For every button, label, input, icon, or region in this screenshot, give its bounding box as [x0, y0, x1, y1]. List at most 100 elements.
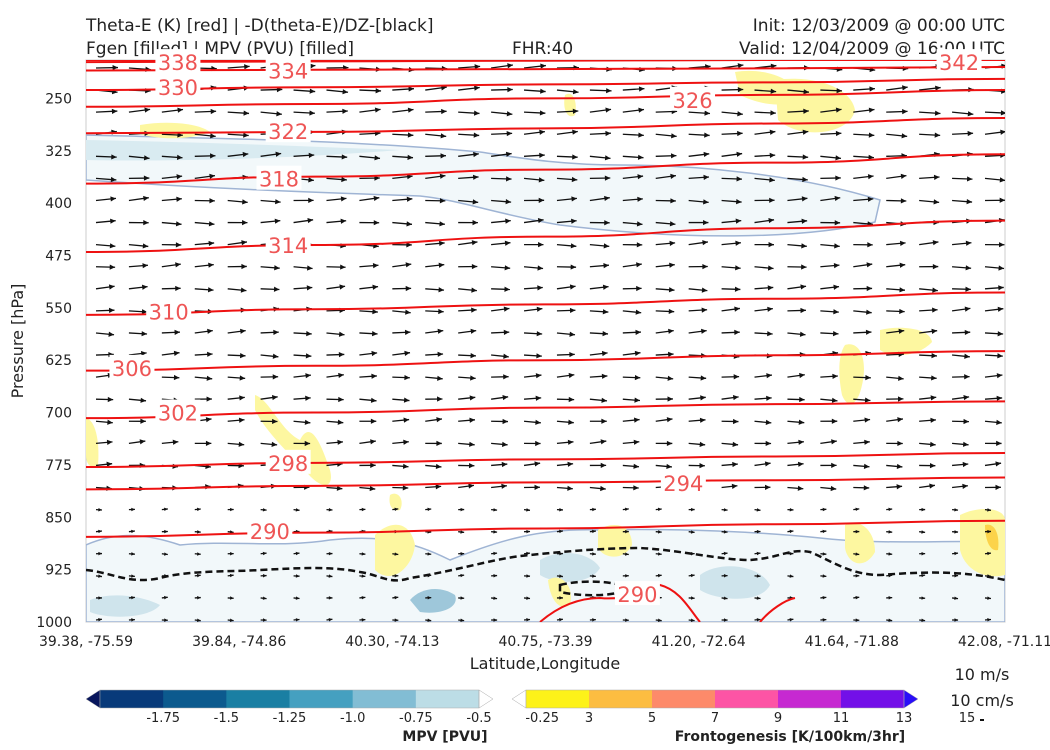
- wind-vector-head: [306, 331, 312, 337]
- wind-vector-head: [328, 574, 333, 578]
- wind-vector-head: [921, 507, 926, 512]
- contour-label: 334: [268, 59, 308, 83]
- wind-vector-head: [460, 530, 465, 534]
- wind-vector-head: [338, 351, 345, 358]
- wind-vector-head: [107, 419, 113, 425]
- wind-vector-head: [342, 89, 349, 95]
- wind-vector-head: [405, 285, 412, 292]
- wind-vector-head: [897, 440, 903, 447]
- wind-vector-head: [241, 240, 247, 246]
- y-axis: 250 325 400 475 550 625 700 775 850 925 1000: [36, 91, 72, 631]
- wind-vector-head: [954, 596, 959, 600]
- wind-vector-head: [141, 284, 148, 290]
- wind-vector-head: [600, 462, 607, 468]
- wind-vector-head: [501, 441, 508, 447]
- theta-e-contour-290: [86, 519, 1005, 538]
- wind-vector-head: [306, 265, 313, 271]
- wind-vector-head: [468, 483, 474, 489]
- wind-vector-head: [768, 242, 774, 248]
- wind-vector-head: [242, 151, 249, 158]
- wind-vector-head: [208, 262, 214, 268]
- wind-vector-head: [460, 507, 465, 512]
- colorbar-tick-label: -1.5: [214, 711, 239, 726]
- wind-vector-head: [460, 618, 465, 622]
- theta-e-contour-330: [86, 77, 1005, 92]
- wind-vector-head: [526, 596, 531, 600]
- colorbar-outline: [99, 689, 480, 709]
- wind-vector-head: [636, 262, 642, 268]
- wind-vector-head: [98, 574, 102, 578]
- wind-vector-head: [471, 263, 478, 270]
- wind-vector-head: [441, 85, 447, 91]
- wind-vector-head: [635, 309, 642, 315]
- wind-vector-head: [139, 439, 146, 445]
- wind-vector-head: [691, 507, 695, 512]
- contour-label-bg: [109, 354, 155, 379]
- wind-vector-head: [601, 373, 608, 379]
- wind-vector-head: [668, 308, 675, 315]
- wind-vector-head: [735, 265, 741, 271]
- wind-vector-head: [921, 551, 926, 556]
- wind-vector-head: [604, 220, 610, 226]
- wind-vector-head: [831, 418, 838, 424]
- wind-vector-head: [460, 573, 465, 578]
- y-tick-label: 475: [45, 248, 72, 264]
- dthetae-dz-line-main: [86, 546, 1005, 582]
- wind-vector-head: [197, 552, 201, 556]
- wind-vector-head: [175, 242, 182, 248]
- wind-vector-head: [273, 286, 280, 292]
- wind-vector-head: [699, 463, 705, 469]
- wind-vector-head: [735, 218, 742, 224]
- y-tick-label: 250: [45, 91, 72, 107]
- wind-vector-head: [855, 595, 860, 600]
- y-tick-label: 775: [45, 458, 72, 474]
- wind-vector-head: [243, 110, 250, 116]
- wind-vector-head: [142, 263, 148, 269]
- wind-vector-head: [569, 307, 576, 314]
- contour-label: 326: [672, 89, 712, 113]
- wind-vector-head: [965, 265, 972, 271]
- wind-vector-head: [625, 574, 629, 578]
- wind-vector-head: [601, 397, 608, 403]
- wind-vector-head: [987, 529, 991, 534]
- wind-vector-head: [567, 439, 574, 445]
- wind-vector-head: [436, 440, 442, 447]
- filled-fields: [86, 70, 1005, 622]
- wind-vector-head: [855, 529, 860, 534]
- wind-vector-head: [998, 285, 1004, 291]
- wind-vector-head: [929, 483, 935, 489]
- wind-vector-head: [657, 507, 662, 512]
- wind-vector-head: [309, 110, 315, 116]
- wind-vector-head: [537, 265, 544, 271]
- wind-vector-head: [723, 508, 728, 512]
- wind-vector-head: [205, 417, 212, 423]
- x-tick-label: 41.64, -71.88: [805, 634, 899, 650]
- y-tick-label: 1000: [36, 615, 72, 631]
- wind-vector-head: [900, 173, 907, 179]
- wind-vector-head: [109, 264, 116, 270]
- wind-vector-head: [440, 133, 447, 139]
- wind-vector-head: [361, 507, 366, 512]
- colorbar-segment: [226, 690, 290, 708]
- wind-vector-head: [966, 176, 973, 182]
- wind-vector-head: [402, 463, 409, 469]
- y-tick-label: 325: [45, 144, 72, 160]
- wind-vector-head: [690, 573, 695, 578]
- wind-vector-head: [831, 439, 837, 445]
- wind-vector-head: [930, 441, 936, 447]
- contour-label-bg: [155, 74, 201, 99]
- wind-vector-head: [437, 396, 443, 402]
- wind-vector-head: [737, 63, 744, 69]
- wind-ref-line2: 10 cm/s: [950, 691, 1014, 710]
- wind-vector-head: [394, 552, 399, 556]
- wind-vector-head: [822, 529, 827, 534]
- wind-vector-head: [967, 111, 974, 117]
- wind-vector-head: [164, 618, 168, 622]
- wind-vector-head: [835, 155, 841, 161]
- wind-vector-head: [997, 353, 1003, 359]
- theta-e-contour-294: [86, 476, 1005, 491]
- wind-vector-head: [636, 221, 643, 227]
- wind-vector-head: [473, 151, 479, 158]
- wind-vector-head: [143, 155, 150, 161]
- wind-vector-head: [164, 552, 168, 556]
